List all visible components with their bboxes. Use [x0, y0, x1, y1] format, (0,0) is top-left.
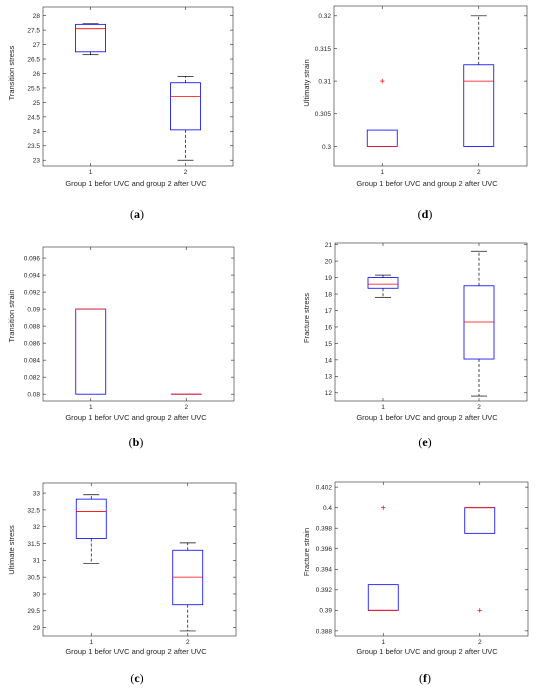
ytick-label-a: 26.5: [27, 56, 40, 63]
ytick-label-b: 0.086: [24, 341, 41, 348]
ytick-label-c: 32: [33, 524, 41, 531]
ytick-label-d: 0.305: [315, 111, 332, 118]
ytick-label-a: 27: [33, 42, 41, 49]
xtick-label-e: 1: [381, 404, 385, 411]
ytick-label-d: 0.31: [318, 79, 331, 86]
ytick-label-b: 0.082: [24, 375, 41, 382]
xlabel-e: Group 1 befor UVC and group 2 after UVC: [356, 413, 498, 422]
ytick-label-c: 32.5: [27, 507, 40, 514]
ytick-label-b: 0.09: [27, 307, 40, 314]
xtick-label-f: 1: [381, 639, 385, 646]
xlabel-d: Group 1 befor UVC and group 2 after UVC: [356, 179, 498, 188]
ytick-label-a: 26: [33, 71, 41, 78]
panel-label-d: (d): [418, 207, 433, 221]
ytick-label-e: 13: [325, 374, 333, 381]
ylabel-d: Ultimaty strain: [302, 59, 311, 107]
ylabel-c: Ultimate stress: [7, 525, 16, 575]
ytick-label-b: 0.096: [24, 255, 41, 262]
ytick-label-e: 19: [325, 275, 333, 282]
ytick-label-e: 15: [325, 341, 333, 348]
ytick-label-b: 0.092: [24, 289, 41, 296]
ylabel-b: Transition strain: [7, 289, 16, 342]
ytick-label-e: 18: [325, 291, 333, 298]
ylabel-a: Transition stress: [7, 45, 16, 100]
xtick-label-d: 2: [477, 169, 481, 176]
ytick-label-f: 0.396: [316, 546, 333, 553]
ytick-label-c: 31: [33, 558, 41, 565]
ytick-label-a: 24: [33, 129, 41, 136]
panel-label-f: (f): [419, 671, 431, 685]
xlabel-b: Group 1 befor UVC and group 2 after UVC: [65, 413, 207, 422]
ytick-label-a: 28: [33, 13, 41, 20]
xtick-label-a: 1: [89, 169, 93, 176]
xlabel-c: Group 1 befor UVC and group 2 after UVC: [65, 647, 207, 656]
ytick-label-d: 0.315: [315, 46, 332, 53]
xtick-label-e: 2: [477, 404, 481, 411]
ytick-label-f: 0.4: [323, 505, 332, 512]
ytick-label-c: 33: [33, 490, 41, 497]
xtick-label-d: 1: [380, 169, 384, 176]
ylabel-f: Fracture strain: [302, 528, 311, 576]
ytick-label-b: 0.094: [24, 272, 41, 279]
ytick-label-c: 29.5: [27, 608, 40, 615]
ytick-label-e: 14: [325, 357, 333, 364]
ytick-label-d: 0.3: [322, 144, 331, 151]
panel-label-a: (a): [130, 207, 144, 221]
ytick-label-e: 12: [325, 390, 333, 397]
xtick-label-b: 1: [89, 404, 93, 411]
xlabel-a: Group 1 befor UVC and group 2 after UVC: [65, 179, 207, 188]
ylabel-e: Fracture stress: [302, 293, 311, 343]
xtick-label-c: 1: [89, 639, 93, 646]
xlabel-f: Group 1 befor UVC and group 2 after UVC: [356, 647, 498, 656]
xtick-label-c: 2: [186, 639, 190, 646]
ytick-label-d: 0.32: [318, 13, 331, 20]
panel-label-e: (e): [418, 435, 431, 449]
ytick-label-f: 0.394: [316, 567, 333, 574]
panel-label-b: (b): [129, 435, 144, 449]
ytick-label-e: 21: [325, 242, 333, 249]
xtick-label-b: 2: [184, 404, 188, 411]
ytick-label-a: 25: [33, 100, 41, 107]
ytick-label-b: 0.08: [27, 392, 40, 399]
ytick-label-e: 16: [325, 324, 333, 331]
xtick-label-a: 2: [184, 169, 188, 176]
panel-label-c: (c): [130, 671, 143, 685]
ytick-label-a: 23.5: [27, 143, 40, 150]
ytick-label-c: 30: [33, 591, 41, 598]
ytick-label-b: 0.088: [24, 324, 41, 331]
ytick-label-a: 27.5: [27, 28, 40, 35]
ytick-label-e: 20: [325, 259, 333, 266]
ytick-label-f: 0.388: [316, 628, 333, 635]
ytick-label-f: 0.392: [316, 587, 333, 594]
ytick-label-a: 25.5: [27, 85, 40, 92]
ytick-label-b: 0.084: [24, 358, 41, 365]
xtick-label-f: 2: [478, 639, 482, 646]
ytick-label-a: 23: [33, 158, 41, 165]
ytick-label-c: 29: [33, 625, 41, 632]
ytick-label-f: 0.398: [316, 526, 333, 533]
ytick-label-c: 30.5: [27, 575, 40, 582]
ytick-label-f: 0.39: [319, 608, 332, 615]
ytick-label-f: 0.402: [316, 485, 333, 492]
ytick-label-c: 31.5: [27, 541, 40, 548]
ytick-label-a: 24.5: [27, 114, 40, 121]
ytick-label-e: 17: [325, 308, 333, 315]
